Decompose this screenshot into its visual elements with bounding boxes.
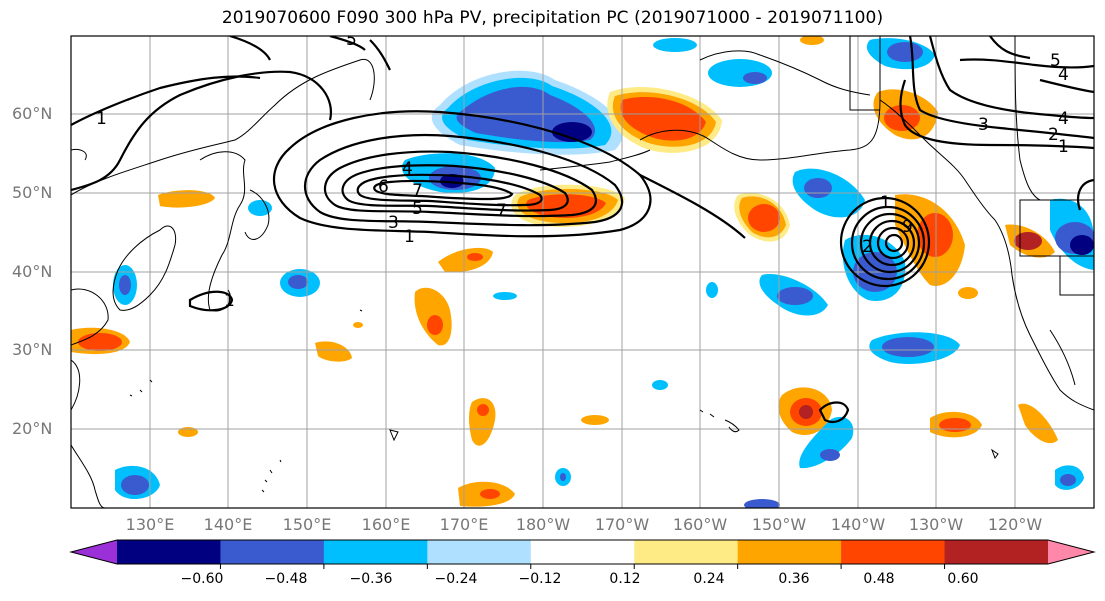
contour-label: 7 xyxy=(412,181,423,201)
colorbar-tick-label: −0.12 xyxy=(518,571,562,587)
contour-label: 5 xyxy=(346,30,357,50)
colorbar-segment xyxy=(634,540,739,564)
lon-label: 150°E xyxy=(282,515,332,534)
colorbar-extend-high xyxy=(1048,540,1094,564)
map-gridlines xyxy=(71,36,1094,508)
contour-label: 1 xyxy=(404,227,415,247)
colorbar-segment xyxy=(220,540,325,564)
colorbar-tick-label: 0.24 xyxy=(693,571,725,587)
contour-label: 1 xyxy=(224,291,235,311)
contour-label: 2 xyxy=(1048,125,1059,145)
lat-label: 60°N xyxy=(12,104,53,123)
contour-label: 1 xyxy=(1058,137,1069,157)
contour-label: 4 xyxy=(1058,65,1069,85)
colorbar-tick-label: 0.36 xyxy=(778,571,810,587)
map-frame xyxy=(70,35,1095,509)
contour-label: 4 xyxy=(402,159,413,179)
colorbar-segment xyxy=(117,540,221,564)
contour-label: 3 xyxy=(978,115,989,135)
map-title: 2019070600 F090 300 hPa PV, precipitatio… xyxy=(221,8,884,28)
colorbar-segment xyxy=(841,540,946,564)
colorbar-tick-label: 0.12 xyxy=(609,571,641,587)
lat-label: 50°N xyxy=(12,183,53,202)
colorbar-extend-low xyxy=(71,540,117,564)
colorbar-tick-label: −0.36 xyxy=(349,571,393,587)
map-area: 1 1 4 6 7 7 5 3 1 5 1 2 9 3 2 1 4 5 4 xyxy=(71,30,1094,508)
precip-anomaly-fills xyxy=(71,36,1094,508)
lon-label: 160°W xyxy=(672,515,728,534)
colorbar-segments xyxy=(71,540,1094,564)
colorbar-tick-label: −0.24 xyxy=(434,571,478,587)
lon-label: 120°W xyxy=(987,515,1043,534)
lon-label: 170°E xyxy=(439,515,489,534)
colorbar-tick-label: −0.60 xyxy=(180,571,224,587)
contour-label: 1 xyxy=(880,193,891,213)
colorbar-segment xyxy=(737,540,842,564)
lon-label: 140°W xyxy=(830,515,886,534)
lon-label: 170°W xyxy=(594,515,650,534)
contour-label: 5 xyxy=(1050,51,1061,71)
lon-label: 130°W xyxy=(908,515,964,534)
colorbar-segment xyxy=(323,540,428,564)
lat-label: 40°N xyxy=(12,262,53,281)
lat-label: 20°N xyxy=(12,419,53,438)
contour-labels: 1 1 4 6 7 7 5 3 1 5 1 2 9 3 2 1 4 5 4 xyxy=(96,30,1069,311)
colorbar-segment xyxy=(427,540,532,564)
contour-label: 2 xyxy=(862,237,873,257)
contour-label: 7 xyxy=(496,201,507,221)
coastlines xyxy=(71,36,1094,508)
contour-label: 1 xyxy=(96,109,107,129)
colorbar-segment xyxy=(530,540,635,564)
colorbar-tick-label: −0.48 xyxy=(264,571,308,587)
lat-label: 30°N xyxy=(12,340,53,359)
lon-label: 150°W xyxy=(751,515,807,534)
contour-label: 4 xyxy=(1058,109,1069,129)
lon-label: 180°W xyxy=(515,515,571,534)
contour-label: 9 xyxy=(902,217,913,237)
lon-label: 160°E xyxy=(361,515,411,534)
contour-label: 3 xyxy=(388,213,399,233)
lon-label: 140°E xyxy=(203,515,253,534)
colorbar-tick-label: 0.60 xyxy=(947,571,979,587)
colorbar-segment xyxy=(944,540,1049,564)
colorbar-ticks xyxy=(219,564,946,569)
colorbar xyxy=(69,539,1096,569)
lon-label: 130°E xyxy=(125,515,175,534)
colorbar-tick-label: 0.48 xyxy=(863,571,895,587)
pv-contours xyxy=(71,36,1094,424)
contour-label: 5 xyxy=(412,199,423,219)
contour-label: 6 xyxy=(378,177,389,197)
